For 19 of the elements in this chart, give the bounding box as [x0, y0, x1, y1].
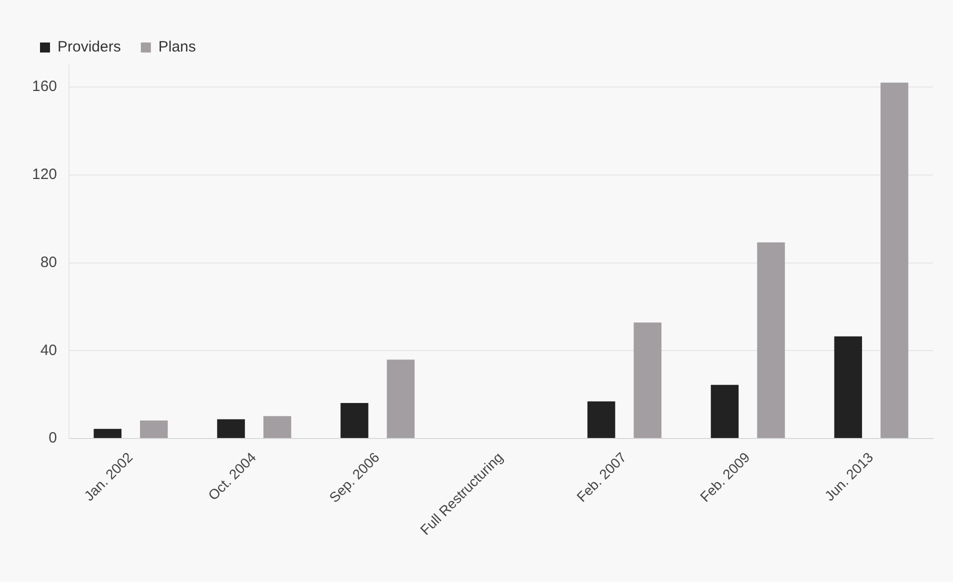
y-tick-label: 160: [32, 78, 58, 96]
bar: [386, 360, 415, 438]
bar: [340, 402, 368, 438]
bar: [880, 82, 908, 438]
bar: [834, 336, 862, 438]
bar: [757, 242, 785, 438]
y-tick-label: 0: [48, 430, 58, 447]
bar: [217, 419, 245, 438]
bar: [94, 428, 122, 438]
legend-label: Providers: [58, 38, 121, 56]
bar: [587, 401, 616, 438]
bar: [263, 416, 292, 438]
bar: [140, 420, 168, 438]
bar: [710, 384, 739, 438]
bar: [634, 322, 662, 438]
legend-label: Plans: [158, 38, 196, 56]
y-tick-label: 40: [40, 342, 58, 359]
y-tick-label: 120: [32, 166, 58, 184]
y-tick-label: 80: [40, 254, 58, 271]
